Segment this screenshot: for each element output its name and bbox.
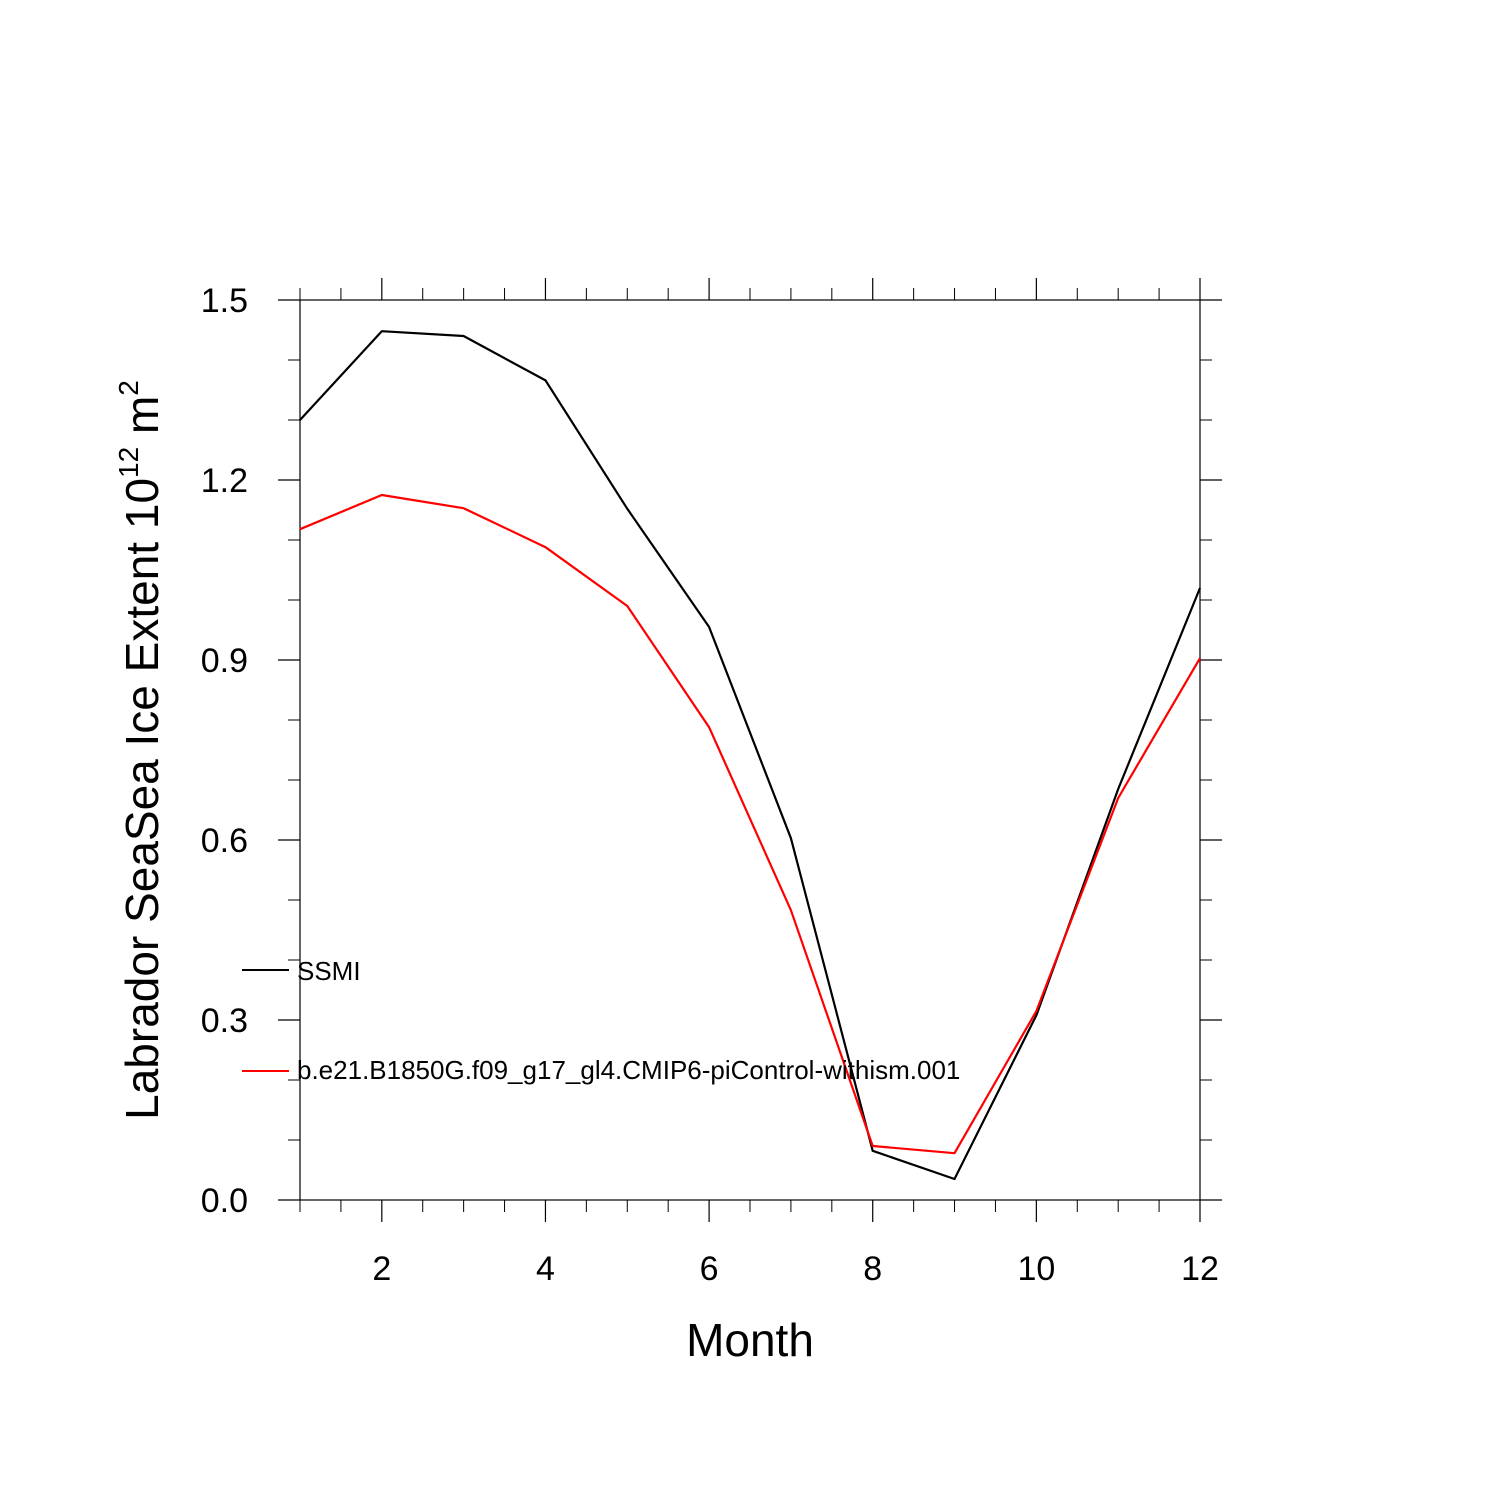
x-tick-label-8: 8 [863, 1250, 882, 1288]
series-line-ssmi [299, 330, 1202, 1181]
y-axis-title: Labrador SeaSea Ice Extent 1012 m2 [113, 380, 168, 1120]
x-tick-label-10: 10 [1017, 1250, 1055, 1288]
y-axis-title-exponent: 12 [113, 447, 144, 478]
series-line-model [299, 493, 1201, 1155]
x-tick-label-4: 4 [536, 1250, 555, 1288]
y-tick-label-3: 0.9 [201, 642, 248, 680]
y-tick-label-1: 0.3 [201, 1002, 248, 1040]
y-tick-label-2: 0.6 [201, 822, 248, 860]
legend-label-ssmi: SSMI [297, 956, 361, 986]
x-axis-title: Month [686, 1314, 814, 1366]
x-tick-label-2: 2 [372, 1250, 391, 1288]
y-tick-label-4: 1.2 [201, 462, 248, 500]
legend: SSMI b.e21.B1850G.f09_g17_gl4.CMIP6-piCo… [242, 956, 960, 1085]
y-axis-title-main: Labrador SeaSea Ice Extent 10 [116, 478, 168, 1120]
x-tick-label-6: 6 [700, 1250, 719, 1288]
y-axis-title-unit-exponent: 2 [113, 380, 144, 396]
legend-label-model: b.e21.B1850G.f09_g17_gl4.CMIP6-piControl… [297, 1055, 960, 1085]
x-tick-labels: 2 4 6 8 10 12 [372, 1250, 1219, 1288]
series-lines [299, 330, 1202, 1181]
y-axis-title-unit: m [116, 396, 168, 447]
major-ticks [278, 278, 1222, 1222]
minor-ticks [288, 288, 1212, 1212]
x-tick-label-12: 12 [1181, 1250, 1219, 1288]
y-tick-labels: 0.0 0.3 0.6 0.9 1.2 1.5 [201, 282, 248, 1220]
y-tick-label-5: 1.5 [201, 282, 248, 320]
y-tick-label-0: 0.0 [201, 1182, 248, 1220]
